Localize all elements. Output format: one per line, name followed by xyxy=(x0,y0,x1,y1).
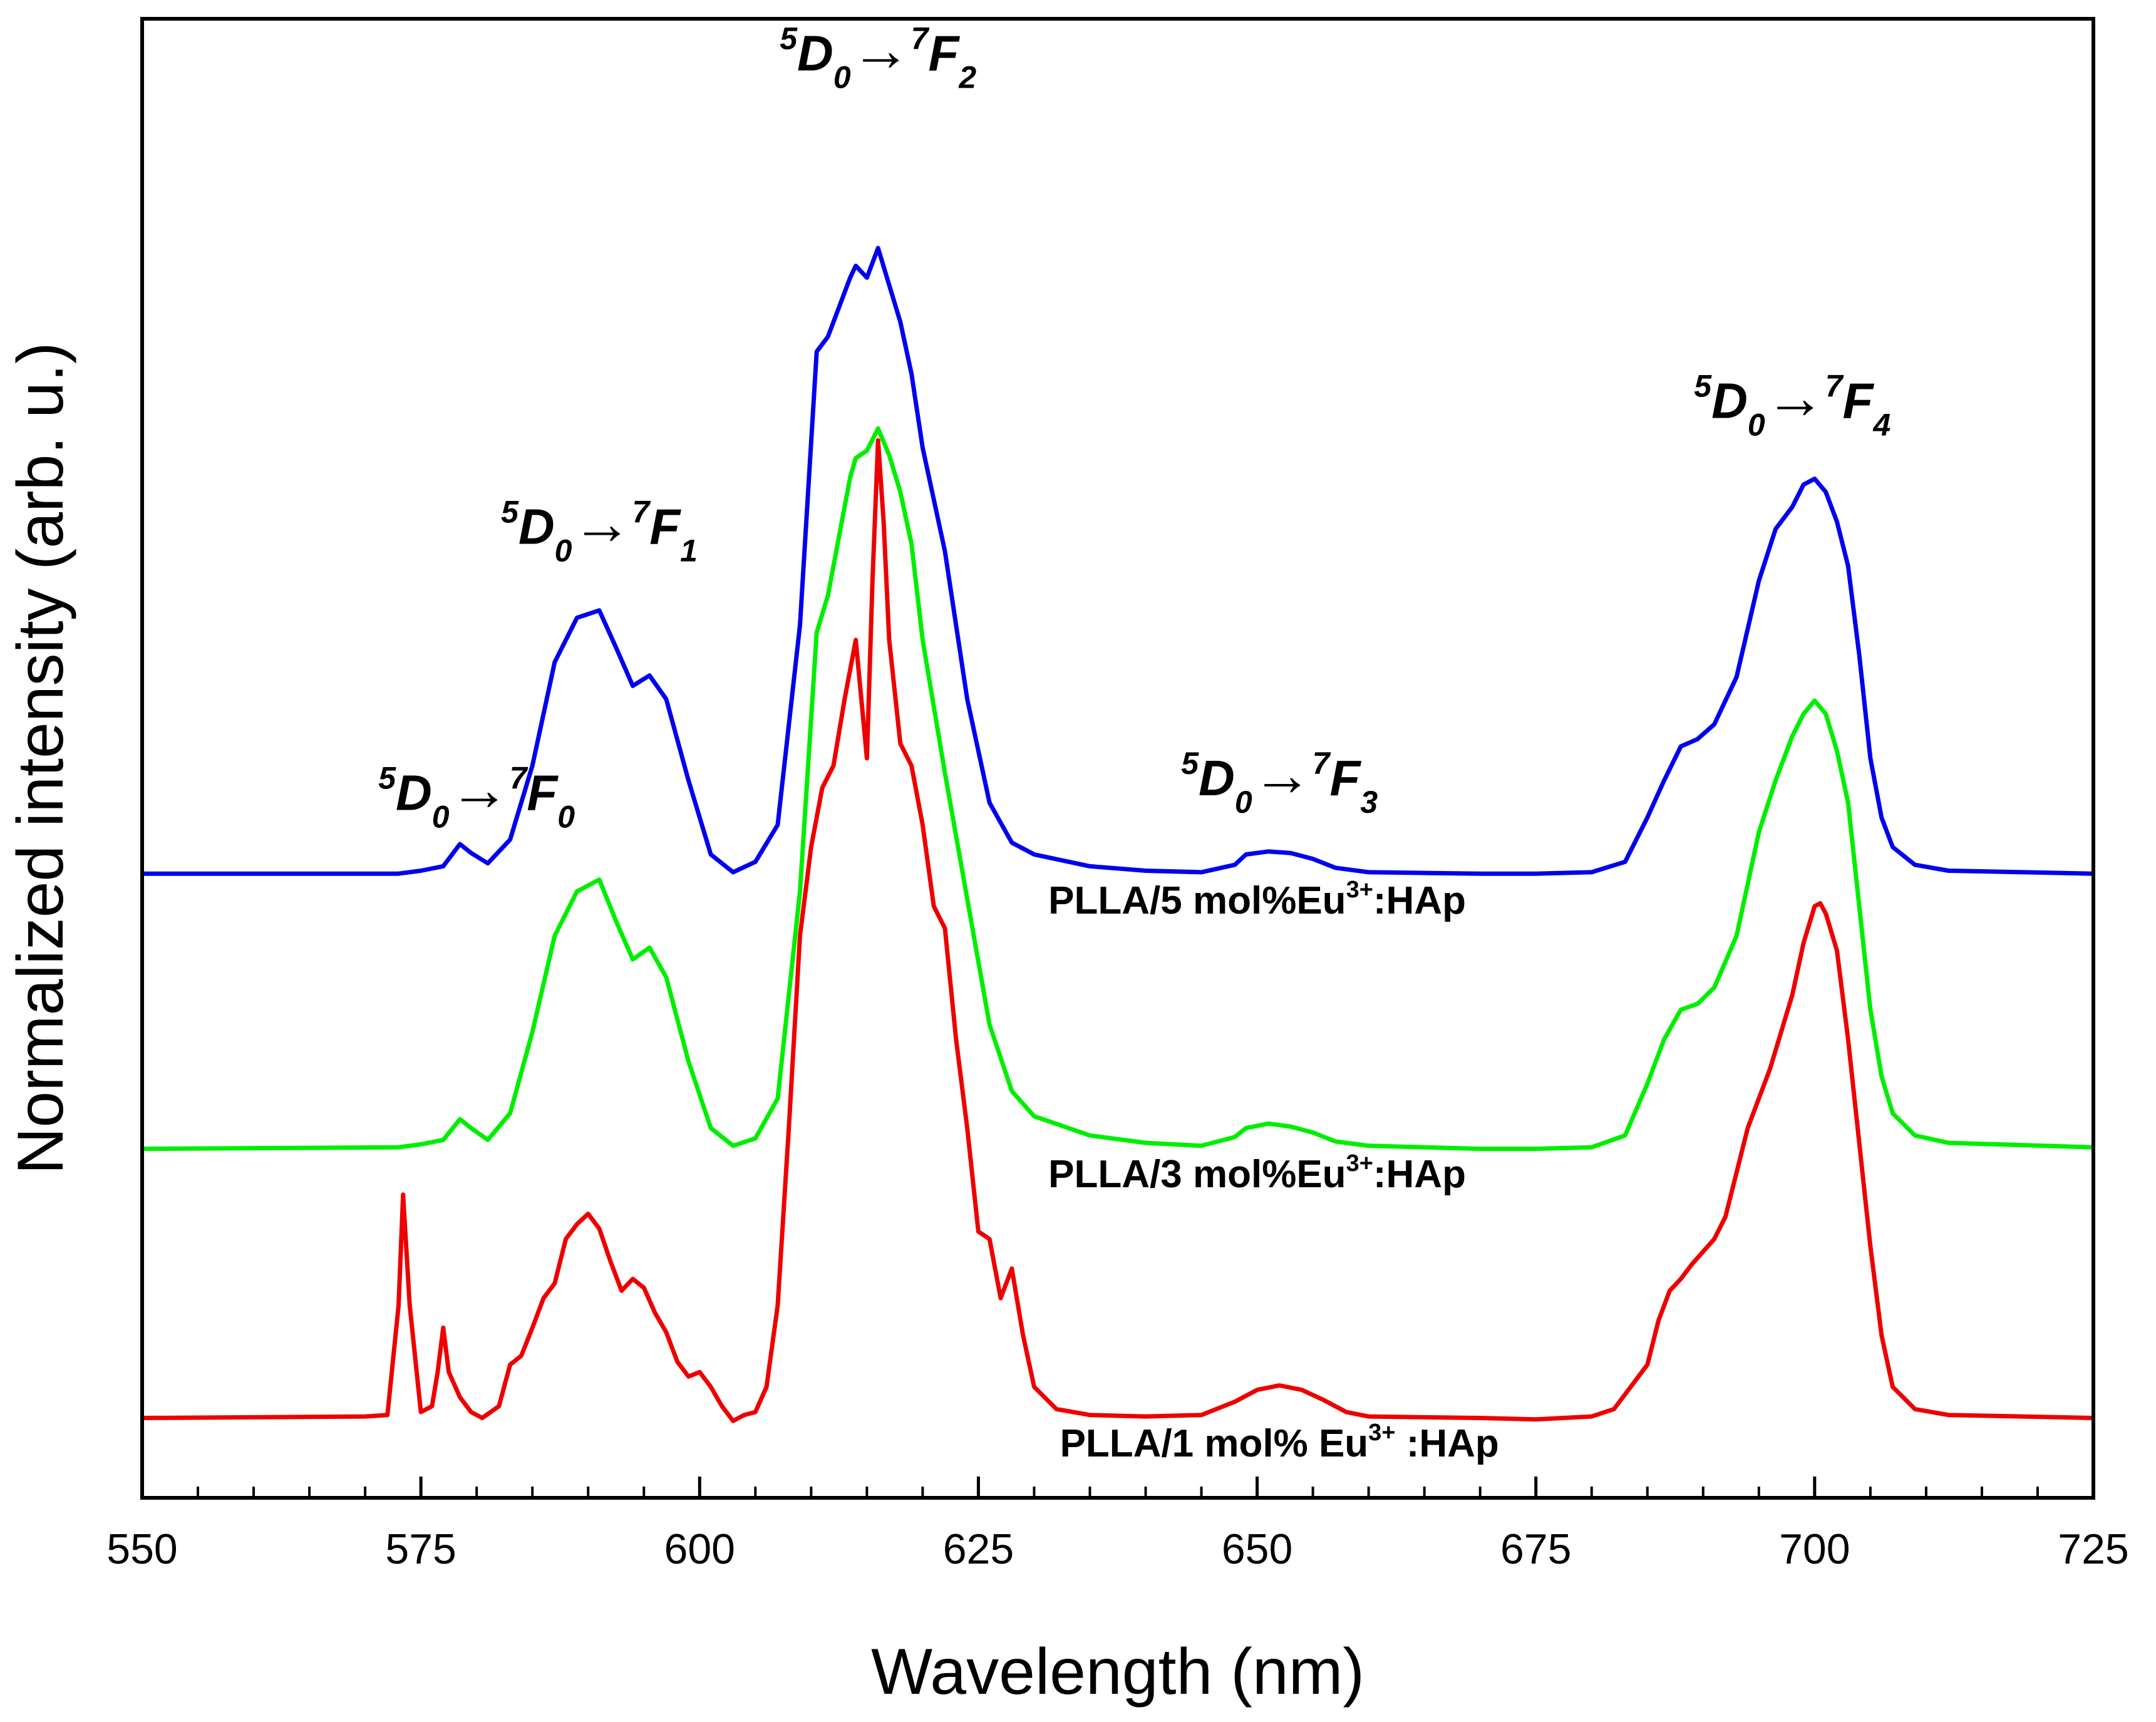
x-tick-label: 725 xyxy=(2058,1525,2128,1573)
transition-annotation-f1: 5D0→7F1 xyxy=(501,490,698,569)
series-line-1 xyxy=(142,426,2094,1152)
series-label-2: PLLA/1 mol% Eu3+ :HAp xyxy=(1060,1420,1499,1465)
x-tick-label: 625 xyxy=(943,1525,1014,1573)
x-tick-label: 700 xyxy=(1779,1525,1850,1573)
y-axis-title: Normalized intensity (arb. u.) xyxy=(4,342,77,1174)
plot-frame xyxy=(140,17,2095,1500)
x-axis-title: Wavelength (nm) xyxy=(871,1636,1364,1708)
x-tick-label: 675 xyxy=(1500,1525,1571,1573)
series-labels: PLLA/5 mol%Eu3+:HAp PLLA/3 mol%Eu3+:HAp PL… xyxy=(1048,877,1499,1465)
transition-annotations: 5D0→7F0 5D0→7F1 5D0→7F2 5D0→7F3 5D0→7F4 xyxy=(378,17,1890,835)
series-lines xyxy=(142,245,2094,1423)
x-tick-labels: 550 575 600 625 650 675 700 725 xyxy=(106,1525,2128,1573)
series-label-0: PLLA/5 mol%Eu3+:HAp xyxy=(1048,877,1466,922)
x-tick-label: 650 xyxy=(1222,1525,1292,1573)
transition-annotation-f2: 5D0→7F2 xyxy=(780,17,976,95)
series-line-0 xyxy=(142,245,2094,876)
x-tick-label: 575 xyxy=(385,1525,456,1573)
transition-annotation-f4: 5D0→7F4 xyxy=(1694,364,1890,443)
transition-annotation-f3: 5D0→7F3 xyxy=(1181,741,1378,820)
series-label-1: PLLA/3 mol%Eu3+:HAp xyxy=(1048,1150,1466,1196)
x-tick-label: 600 xyxy=(664,1525,735,1573)
transition-annotation-f0: 5D0→7F0 xyxy=(378,756,575,835)
x-tick-label: 550 xyxy=(106,1525,177,1573)
series-line-2 xyxy=(142,438,2094,1423)
